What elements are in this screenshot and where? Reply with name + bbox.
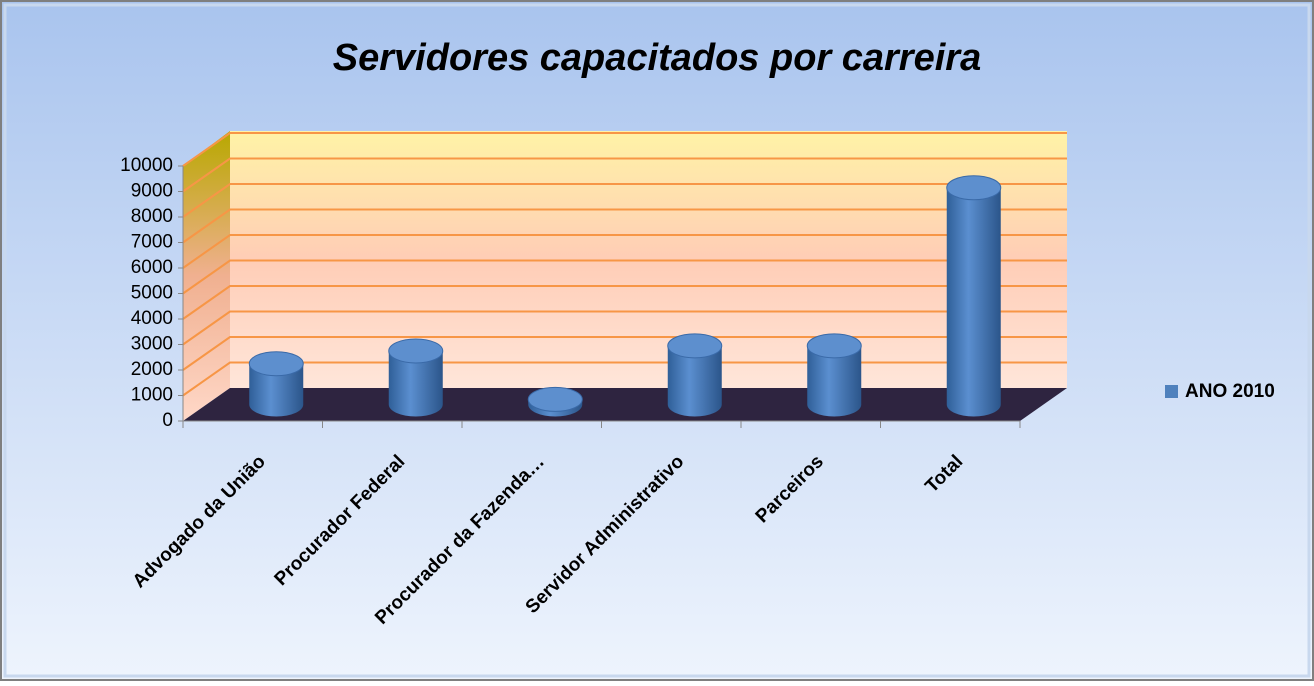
grid-line <box>182 361 1067 397</box>
cylinder-top <box>946 175 1002 201</box>
cylinder <box>388 350 443 417</box>
grid-line <box>182 336 1067 371</box>
cylinder <box>807 345 862 417</box>
legend-label: ANO 2010 <box>1185 381 1275 402</box>
grid-line <box>182 208 1067 244</box>
cylinder-top <box>527 386 583 412</box>
y-tick-label: 4000 <box>131 308 173 329</box>
frame <box>3 3 1311 678</box>
cylinder-top <box>388 338 444 364</box>
grid-line <box>182 259 1067 295</box>
y-tick-label: 5000 <box>131 283 173 304</box>
y-tick-label: 9000 <box>131 181 173 202</box>
y-tick-label: 10000 <box>120 155 173 176</box>
legend-swatch <box>1165 385 1178 398</box>
grid-line <box>182 310 1067 346</box>
grid-line <box>182 285 1067 320</box>
cylinder-top <box>248 351 304 377</box>
cylinder <box>249 363 304 417</box>
chart-title: Servidores capacitados por carreira <box>333 37 981 79</box>
cylinder <box>946 187 1001 417</box>
y-tick-label: 2000 <box>131 359 173 380</box>
y-tick-label: 3000 <box>131 334 173 355</box>
grid-line <box>182 183 1067 218</box>
cylinder-top <box>667 333 723 359</box>
y-tick-label: 7000 <box>131 232 173 253</box>
grid-line <box>182 234 1067 269</box>
floor <box>183 388 1067 421</box>
cylinder <box>667 345 722 417</box>
grid-line <box>182 132 1067 167</box>
y-tick-label: 1000 <box>131 385 173 406</box>
y-tick-label: 6000 <box>131 257 173 278</box>
y-tick-label: 0 <box>162 410 173 431</box>
grid-line <box>182 157 1067 193</box>
cylinder-top <box>806 333 862 359</box>
y-tick-label: 8000 <box>131 206 173 227</box>
